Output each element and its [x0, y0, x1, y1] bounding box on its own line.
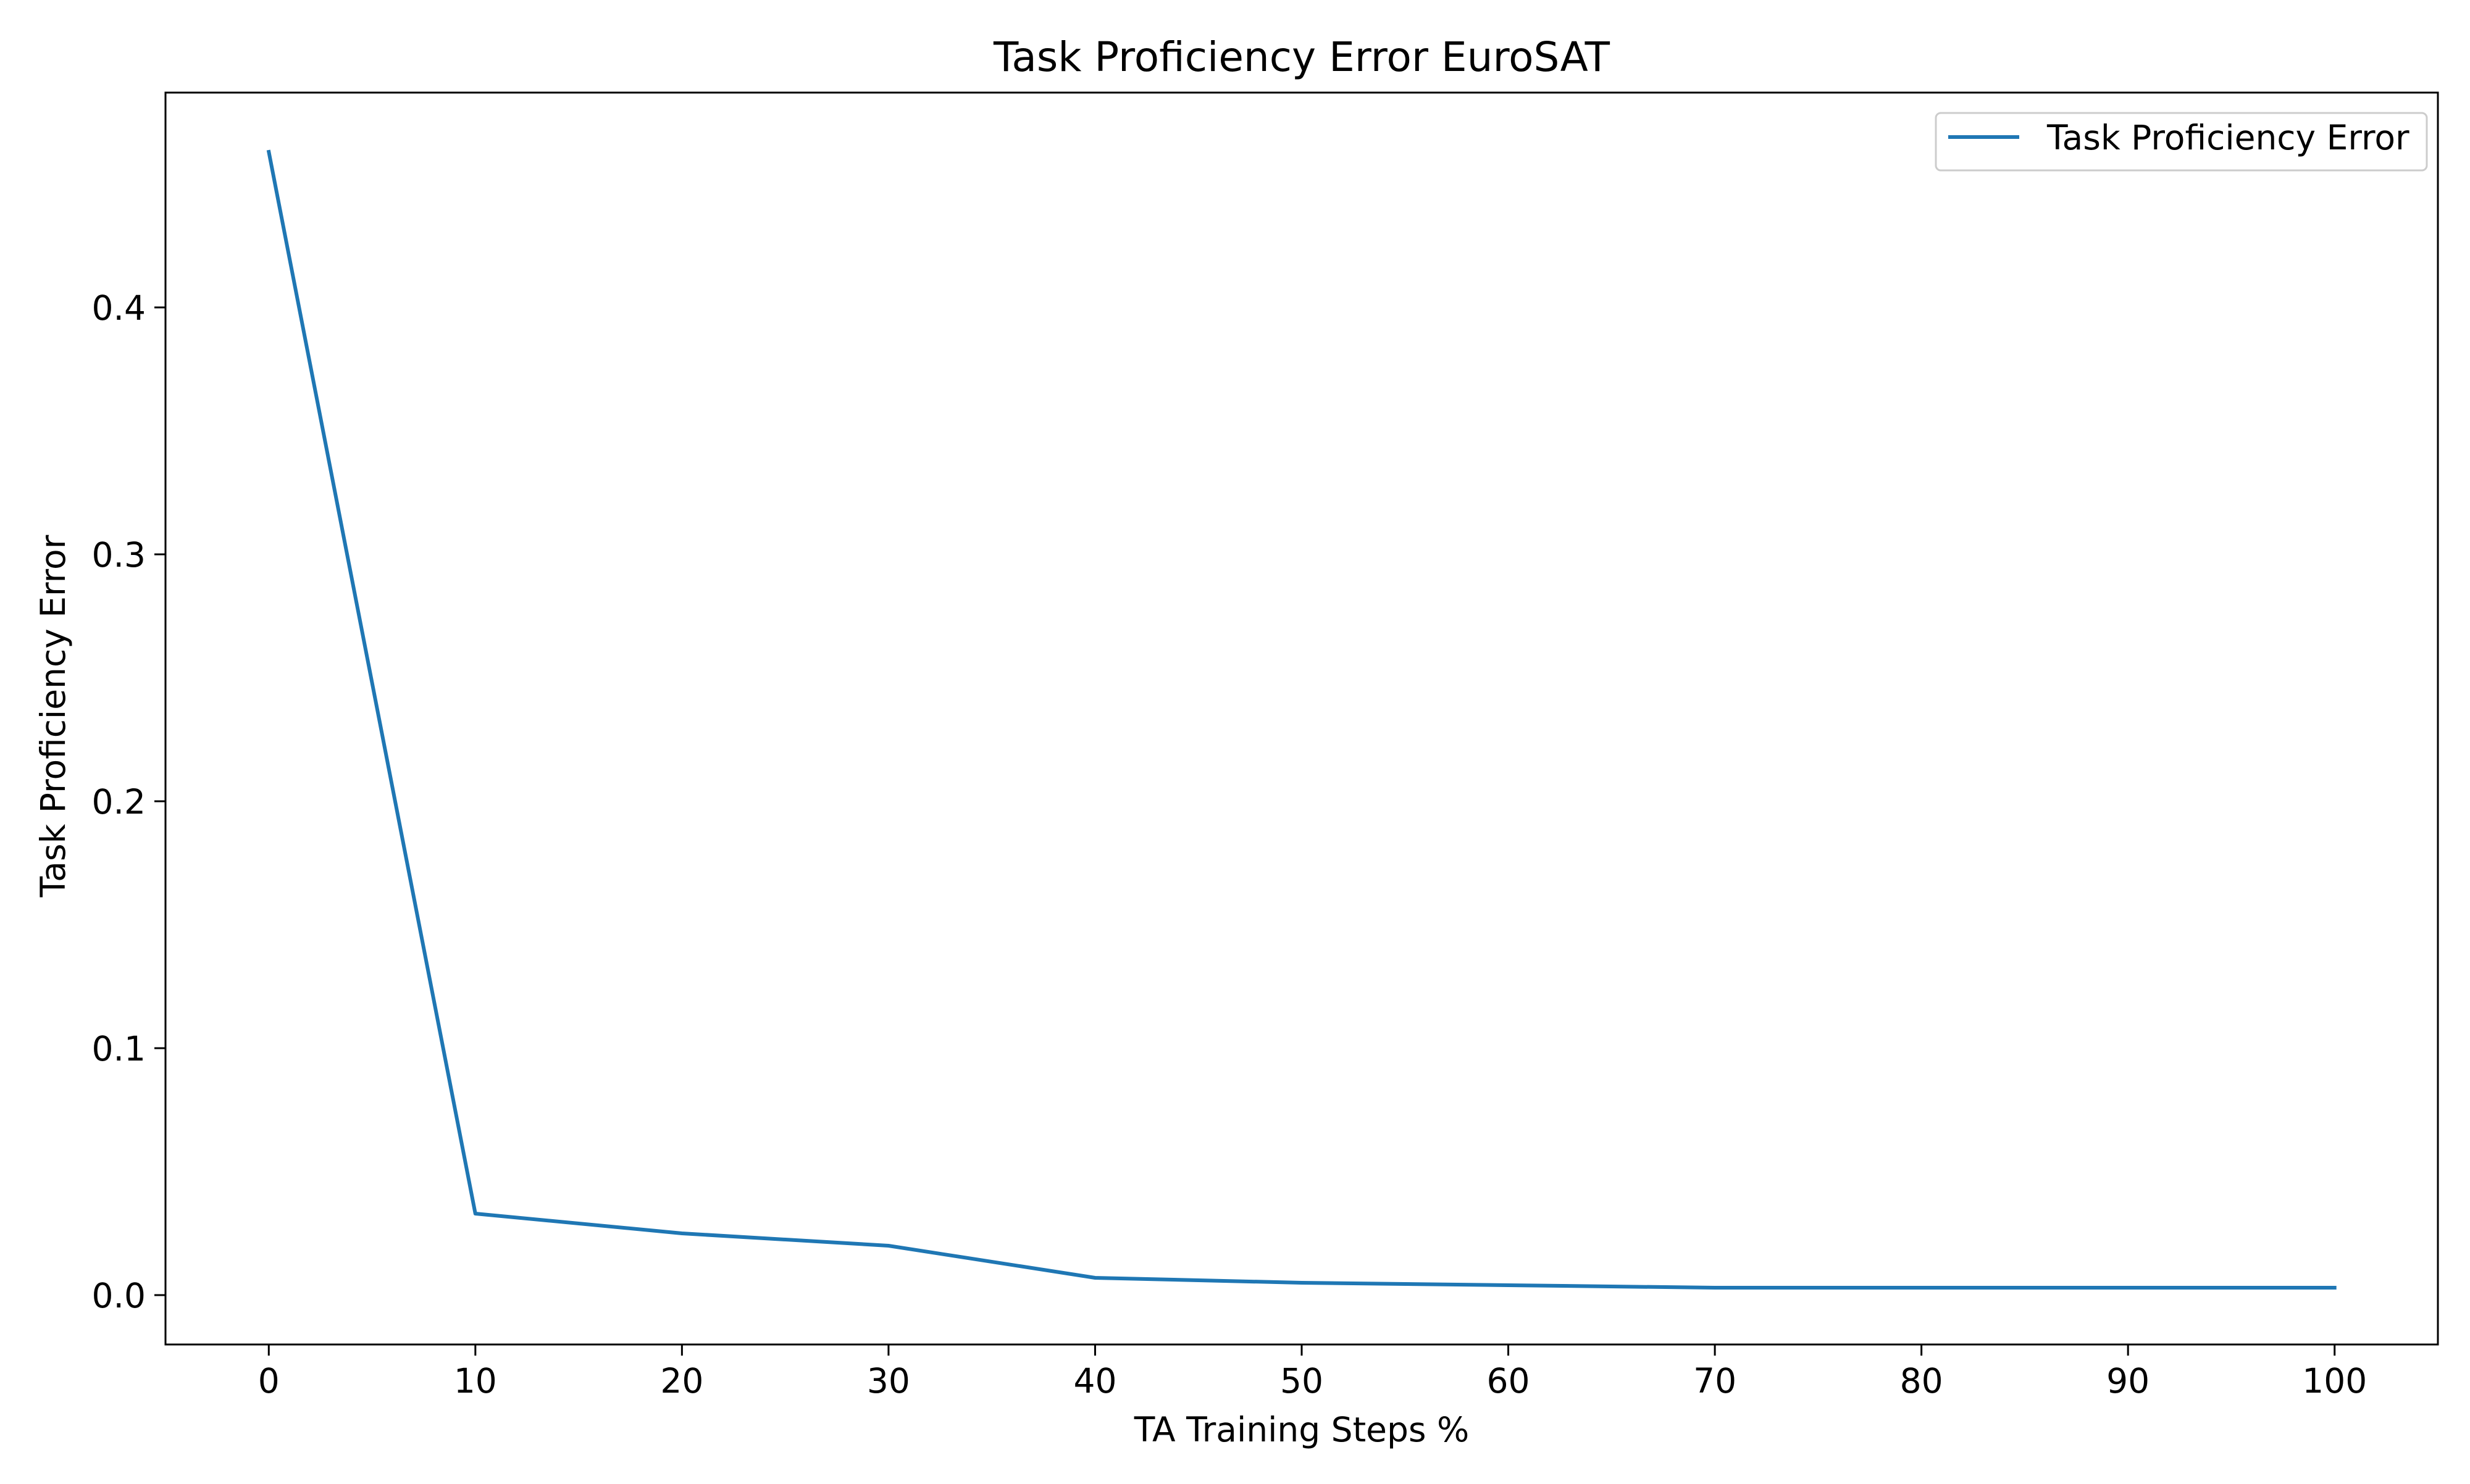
x-tick-label: 40 [1073, 1361, 1116, 1401]
x-tick-label: 90 [2106, 1361, 2150, 1401]
x-tick-label: 10 [454, 1361, 497, 1401]
legend-box [1935, 112, 2428, 172]
plot-area: 0 10 20 30 40 50 60 70 80 90 100 0.0 0.1 0.2 0.3 0.4 [92, 91, 2439, 1401]
x-axis-label: TA Training Steps % [1134, 1410, 1470, 1449]
x-tick-label: 0 [258, 1361, 280, 1401]
y-tick-label: 0.1 [92, 1029, 146, 1069]
y-tick-label: 0.4 [92, 288, 146, 328]
legend-label: Task Proficiency Error [2046, 118, 2409, 157]
chart-title: Task Proficiency Error EuroSAT [993, 33, 1610, 81]
x-tick-label: 50 [1280, 1361, 1323, 1401]
y-tick-label: 0.0 [92, 1276, 146, 1315]
legend: Task Proficiency Error [1935, 112, 2428, 172]
y-tick-label: 0.3 [92, 535, 146, 575]
x-tick-label: 80 [1900, 1361, 1943, 1401]
x-tick-label: 60 [1487, 1361, 1530, 1401]
y-axis-label: Task Proficiency Error [33, 535, 73, 898]
y-tick-label: 0.2 [92, 782, 146, 822]
x-tick-label: 70 [1693, 1361, 1736, 1401]
x-tick-label: 100 [2302, 1361, 2367, 1401]
series-line-0 [266, 149, 2337, 1290]
x-tick-label: 30 [867, 1361, 910, 1401]
x-tick-label: 20 [660, 1361, 703, 1401]
